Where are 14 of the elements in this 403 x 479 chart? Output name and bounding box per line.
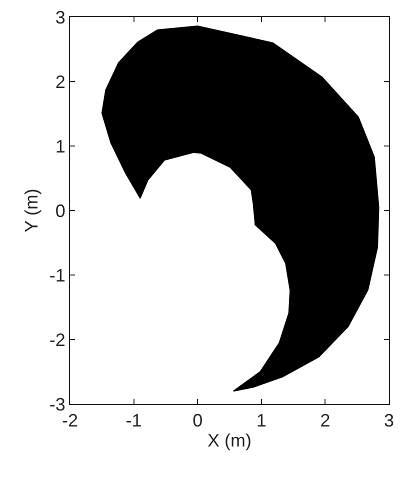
y-tick-label: 3 — [55, 7, 66, 28]
y-axis-title: Y (m) — [22, 188, 42, 232]
y-tick-label: -3 — [49, 394, 66, 414]
y-tick-label: -2 — [49, 330, 66, 350]
y-tick-label: 0 — [55, 200, 66, 221]
x-tick-label: 1 — [256, 410, 266, 431]
y-tick-label: 2 — [55, 72, 66, 92]
x-tick-label: -1 — [126, 410, 142, 431]
x-tick-label: 0 — [192, 410, 203, 431]
x-axis-title: X (m) — [208, 430, 252, 451]
y-tick-label: 1 — [55, 136, 66, 156]
y-tick-label: -1 — [49, 265, 66, 286]
x-tick-label: 2 — [320, 410, 330, 431]
x-tick-label: 3 — [384, 410, 394, 431]
